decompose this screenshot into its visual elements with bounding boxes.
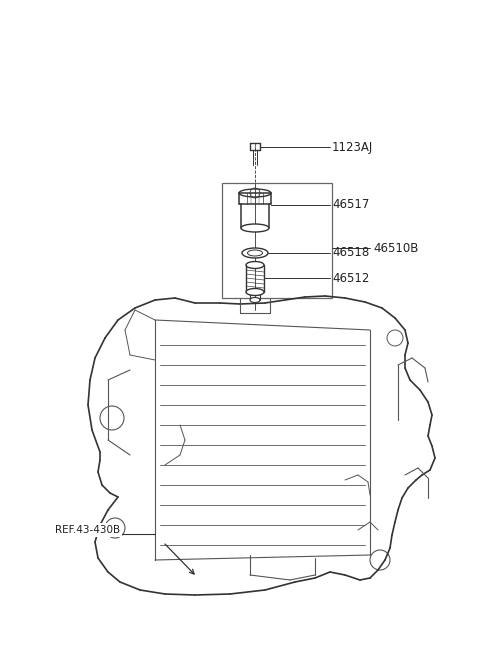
Bar [222,183,332,298]
Text: 1123AJ: 1123AJ [332,140,373,154]
Text: 46518: 46518 [332,247,369,260]
Ellipse shape [246,289,264,295]
Ellipse shape [250,298,260,302]
Text: 46512: 46512 [332,272,370,285]
Ellipse shape [248,250,263,256]
Text: 46517: 46517 [332,199,370,211]
Ellipse shape [241,224,269,232]
Ellipse shape [242,248,268,258]
Text: 46510B: 46510B [373,241,419,255]
Ellipse shape [246,262,264,268]
Text: REF.43-430B: REF.43-430B [55,525,120,535]
